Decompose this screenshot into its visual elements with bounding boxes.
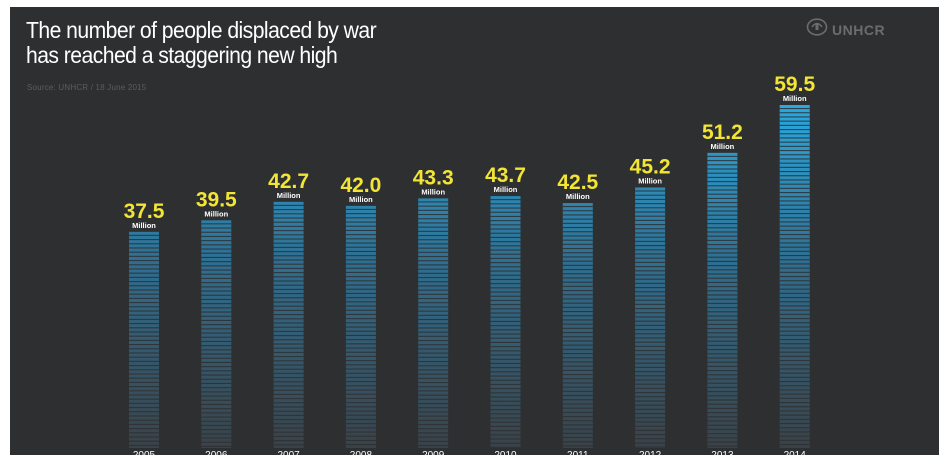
unit-label: Million xyxy=(204,209,228,218)
unit-label: Million xyxy=(132,221,156,230)
x-tick-label: 2013 xyxy=(711,450,734,461)
unit-label: Million xyxy=(566,192,590,201)
source-note: Source: UNHCR / 18 June 2015 xyxy=(27,83,147,92)
logo-text: UNHCR xyxy=(832,21,886,38)
x-tick-label: 2014 xyxy=(784,450,807,461)
unit-label: Million xyxy=(349,195,373,204)
bar-stripes xyxy=(707,155,738,447)
value-label: 51.2 xyxy=(702,121,743,144)
unit-label: Million xyxy=(277,191,301,200)
value-label: 39.5 xyxy=(196,188,237,211)
bars xyxy=(129,105,810,449)
bar-2012 xyxy=(635,187,666,448)
bar-2013 xyxy=(707,152,738,449)
x-tick-label: 2012 xyxy=(639,450,662,461)
x-tick-label: 2009 xyxy=(422,450,445,461)
bar-stripes xyxy=(273,204,304,446)
bar-stripes xyxy=(562,206,593,447)
x-tick-label: 2007 xyxy=(277,450,300,461)
unit-label: Million xyxy=(711,142,735,151)
bar-stripes xyxy=(418,201,449,447)
bar-stripes xyxy=(129,234,159,446)
bar-stripes xyxy=(490,199,521,448)
value-label: 37.5 xyxy=(124,200,165,223)
bar-stripes xyxy=(345,208,376,446)
value-label: 42.5 xyxy=(557,171,598,194)
bar-stripes xyxy=(779,108,810,446)
value-label: 59.5 xyxy=(774,73,815,96)
x-tick-label: 2006 xyxy=(205,450,228,461)
value-label: 42.7 xyxy=(268,170,309,193)
bar-stripes xyxy=(635,190,666,448)
value-label: 42.0 xyxy=(340,174,381,197)
bar-2010 xyxy=(490,196,521,448)
unit-label: Million xyxy=(783,94,807,103)
x-tick-label: 2008 xyxy=(350,450,373,461)
value-label: 43.3 xyxy=(413,166,454,189)
value-label: 43.7 xyxy=(485,164,526,187)
x-tick-label: 2010 xyxy=(494,450,517,461)
unit-label: Million xyxy=(494,185,518,194)
x-tick-label: 2005 xyxy=(133,450,156,461)
unit-label: Million xyxy=(421,187,445,196)
unhcr-emblem-icon xyxy=(806,18,828,41)
unhcr-logo: UNHCR xyxy=(806,18,885,41)
bar-2006 xyxy=(201,220,232,448)
bar-stripes xyxy=(201,223,232,447)
chart-title: The number of people displaced by war ha… xyxy=(26,17,377,68)
x-axis-ticks: 2005 2006 2007 2008 2009 2010 2011 2012 2013 2014 xyxy=(133,450,806,461)
value-label: 45.2 xyxy=(630,155,671,178)
x-tick-label: 2011 xyxy=(567,450,589,461)
unit-label: Million xyxy=(638,176,662,185)
